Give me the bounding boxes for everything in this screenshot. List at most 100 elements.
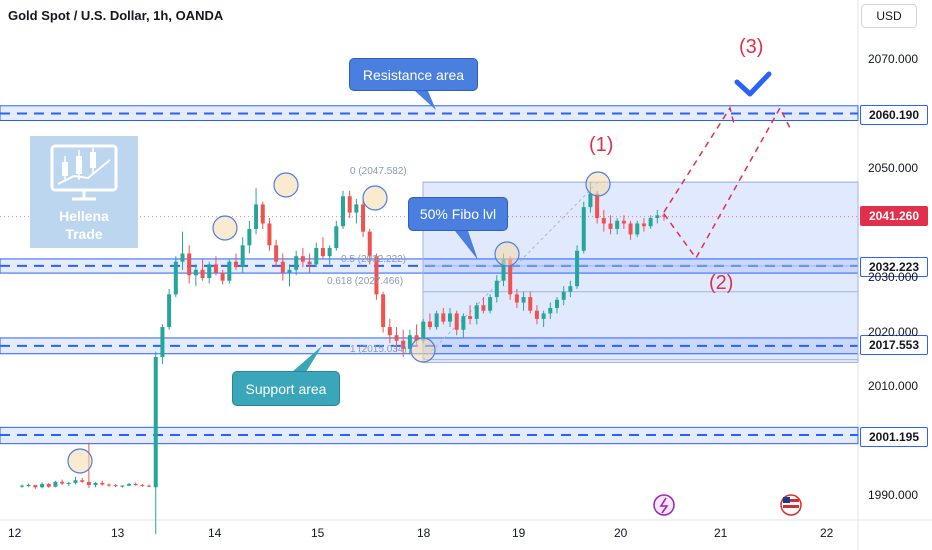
candle-body — [120, 485, 125, 487]
x-tick-label: 18 — [417, 526, 431, 540]
candle-body — [207, 264, 212, 278]
candle-body — [534, 310, 539, 319]
candle-body — [26, 485, 31, 487]
fibo-callout[interactable]: 50% Fibo lvl — [408, 197, 508, 231]
fib-label-05: 0.5 (2032.222) — [341, 254, 407, 265]
hellena-logo: Hellena Trade — [30, 136, 138, 248]
candle-body — [588, 193, 593, 208]
candle-body — [93, 482, 98, 486]
candle-body — [60, 481, 65, 484]
candle-body — [334, 226, 339, 249]
candle-body — [106, 484, 111, 486]
resistance-callout-pointer — [415, 91, 436, 110]
candle-body — [494, 280, 499, 298]
candle-body — [615, 220, 620, 229]
candle-body — [387, 327, 392, 336]
candle-body — [601, 218, 606, 224]
candle-body — [274, 245, 279, 262]
candle-body — [220, 272, 225, 281]
candle-body — [247, 228, 252, 246]
candle-body — [314, 248, 319, 265]
candle-body — [327, 248, 332, 257]
candle-body — [113, 485, 118, 487]
candle-body — [454, 313, 459, 330]
price-tag-current: 2041.260 — [860, 206, 928, 226]
candle-body — [541, 313, 546, 319]
candle-body — [608, 223, 613, 229]
candle-body — [628, 223, 633, 235]
price-tag-2017: 2017.553 — [860, 335, 928, 355]
candle-body — [561, 291, 566, 300]
candle-body — [213, 264, 218, 273]
candle-body — [300, 256, 305, 262]
x-tick-label: 14 — [208, 526, 222, 540]
candle-body — [648, 218, 653, 227]
candle-body — [514, 294, 519, 303]
fibo-callout-pointer — [455, 231, 478, 260]
candle-body — [441, 313, 446, 322]
y-tick-label: 2020.000 — [868, 324, 919, 339]
candle-body — [595, 193, 600, 219]
candles-layer — [19, 182, 667, 535]
y-tick-label: 1990.000 — [868, 488, 919, 502]
fib-label-0: 0 (2047.582) — [350, 166, 407, 177]
candle-body — [340, 196, 346, 227]
candle-body — [80, 480, 85, 482]
candle-body — [575, 250, 580, 287]
candle-body — [427, 321, 432, 328]
swing-point-circle — [585, 171, 611, 197]
candle-body — [354, 204, 359, 213]
candle-body — [53, 481, 58, 487]
candle-body — [347, 196, 352, 213]
candle-body — [581, 207, 586, 251]
candle-body — [461, 316, 466, 330]
wave-2-label: (2) — [709, 272, 734, 294]
candle-body — [528, 297, 533, 311]
candle-body — [401, 340, 406, 349]
candle-body — [307, 261, 312, 265]
y-tick-label: 2010.000 — [868, 379, 919, 393]
candle-body — [133, 484, 138, 486]
swing-point-circle — [273, 172, 299, 198]
candle-body — [200, 269, 205, 278]
candle-body — [240, 245, 245, 268]
x-tick-label: 21 — [714, 526, 728, 540]
candle-body — [621, 220, 626, 224]
candle-body — [287, 269, 292, 273]
projection-path-b — [663, 106, 791, 260]
candle-body — [635, 223, 640, 235]
candle-body — [568, 286, 573, 292]
resistance-callout[interactable]: Resistance area — [349, 58, 478, 91]
support-callout-pointer — [292, 346, 322, 372]
x-tick-label: 22 — [820, 526, 834, 540]
candle-body — [468, 316, 473, 319]
candle-body — [227, 261, 232, 281]
candle-body — [66, 482, 71, 484]
candle-body — [19, 485, 25, 487]
y-tick-label: 2030.000 — [868, 270, 919, 284]
candle-body — [280, 261, 285, 273]
checkmark-icon — [734, 71, 772, 97]
swing-point-circle — [212, 215, 238, 241]
flag-canton — [783, 497, 790, 503]
candle-body — [501, 258, 506, 281]
candle-body — [180, 253, 185, 262]
flag-stripe — [783, 505, 799, 508]
candle-body — [46, 484, 51, 487]
candle-body — [267, 223, 272, 246]
x-tick-label: 19 — [512, 526, 526, 540]
x-tick-label: 20 — [614, 526, 628, 540]
candle-body — [260, 204, 265, 224]
logo-chart-icon — [50, 144, 118, 201]
candle-body — [447, 313, 453, 322]
candle-body — [381, 294, 386, 328]
currency-button[interactable]: USD — [861, 4, 917, 28]
x-tick-label: 15 — [311, 526, 325, 540]
support-callout[interactable]: Support area — [232, 371, 340, 406]
candle-body — [374, 256, 379, 295]
y-tick-label: 2050.000 — [868, 161, 919, 175]
swing-point-circle — [494, 241, 520, 267]
candle-body — [434, 313, 439, 328]
candle-body — [641, 223, 646, 227]
